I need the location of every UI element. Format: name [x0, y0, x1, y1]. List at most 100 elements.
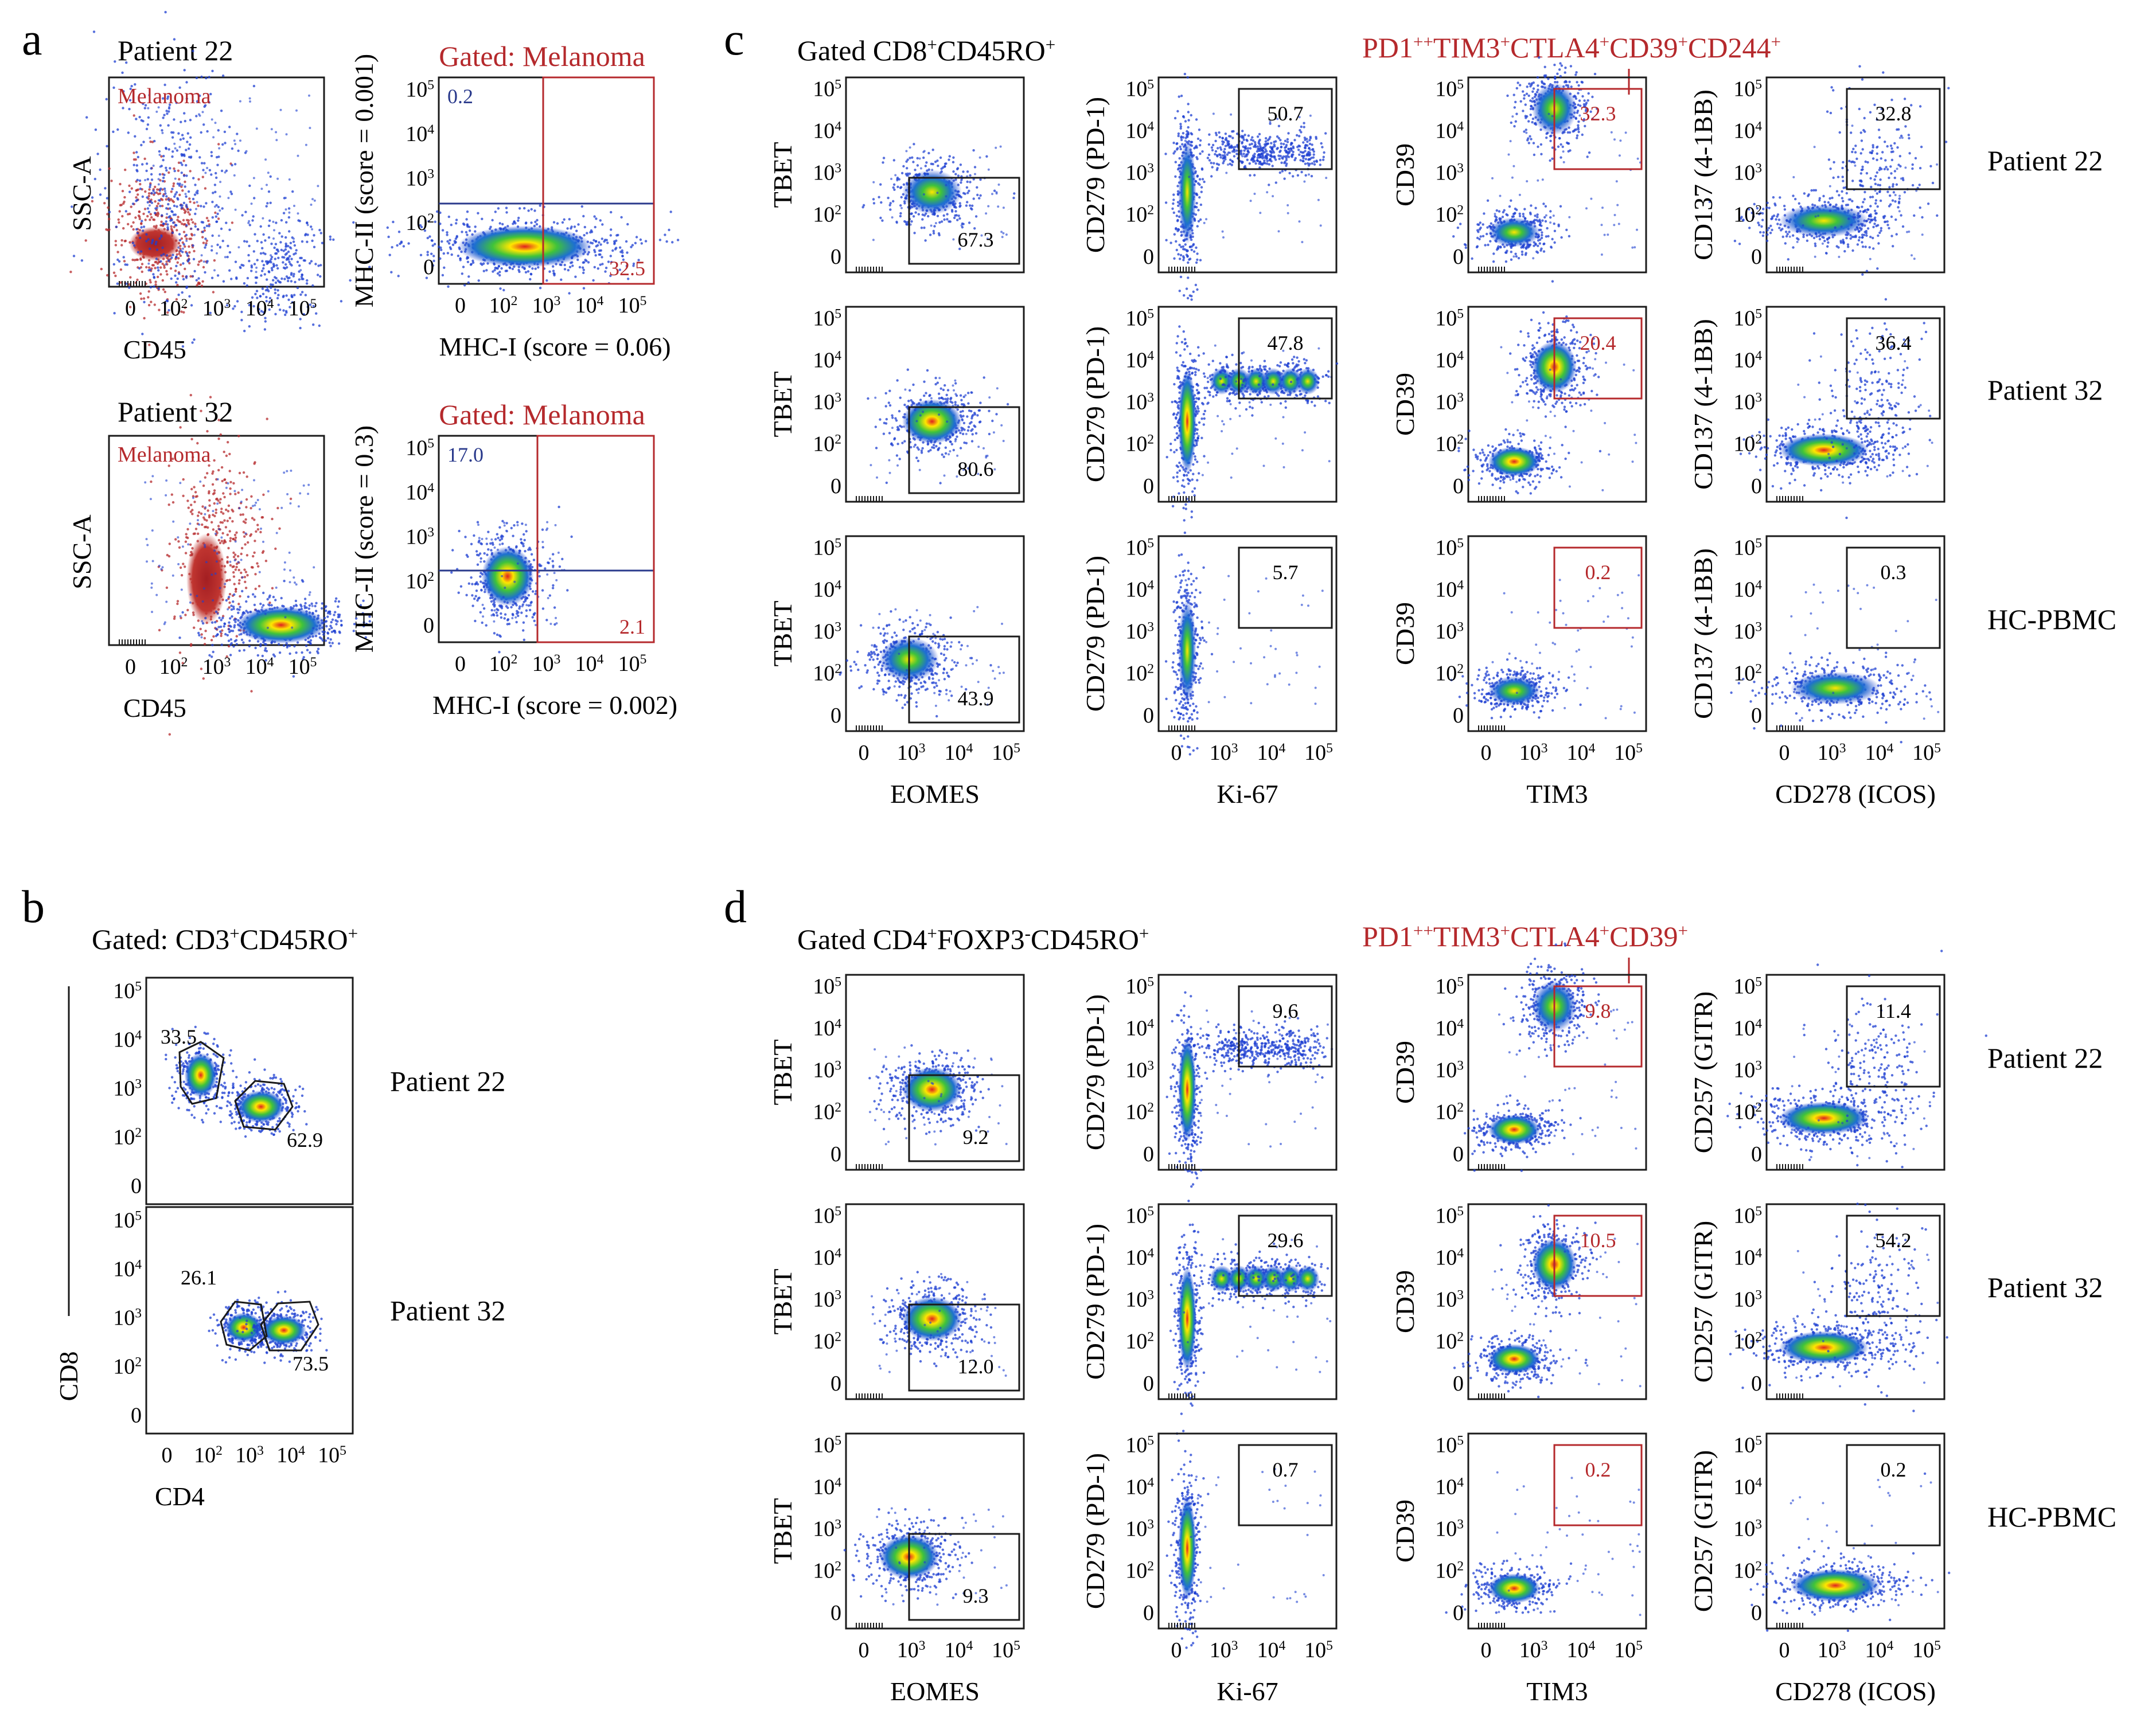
y-tick-label: 103	[1125, 1288, 1154, 1312]
x-tick-label: 103	[1519, 741, 1548, 765]
y-axis-title: TBET	[768, 1269, 797, 1335]
y-tick-label: 103	[1435, 161, 1464, 185]
gate-value: 29.6	[1268, 1229, 1304, 1252]
x-tick-label: 105	[618, 652, 647, 676]
y-tick-label: 0	[1453, 1372, 1464, 1396]
grid-row-1: 9.21051041031020TBET9.61051041031020CD27…	[768, 943, 2103, 1188]
y-tick-label: 103	[406, 525, 434, 549]
y-tick-label: 103	[113, 1306, 142, 1330]
y-tick-label: 105	[813, 77, 841, 101]
cd8-gate-value: 33.5	[161, 1025, 197, 1048]
quadrant-bottom-right-value: 2.1	[619, 615, 645, 638]
y-tick-label: 103	[1125, 1517, 1154, 1541]
gate-value: 43.9	[958, 687, 994, 710]
y-tick-label: 104	[813, 349, 841, 373]
x-tick-label: 0	[455, 652, 466, 676]
x-tick-label: 103	[1210, 1638, 1238, 1662]
y-tick-label: 102	[813, 203, 841, 227]
melanoma-label: Melanoma	[118, 84, 211, 108]
x-tick-label: 105	[318, 1443, 346, 1467]
y-tick-label: 104	[1435, 1017, 1464, 1041]
tim3-low-population	[1452, 200, 1570, 283]
tim3-low-population	[1451, 657, 1582, 720]
y-tick-label: 0	[423, 255, 434, 279]
y-axis-title: CD279 (PD-1)	[1081, 556, 1110, 712]
x-axis-title: MHC-I (score = 0.002)	[432, 690, 677, 720]
y-tick-label: 104	[406, 122, 434, 146]
y-tick-label: 103	[1733, 391, 1762, 415]
x-tick-label: 103	[202, 296, 231, 321]
y-tick-label: 104	[1733, 578, 1762, 602]
x-tick-label: 105	[1304, 741, 1333, 765]
gate-value: 0.2	[1881, 1458, 1907, 1481]
y-tick-label: 104	[113, 1028, 142, 1052]
y-tick-label: 103	[813, 161, 841, 185]
y-tick-label: 105	[1435, 306, 1464, 330]
phenotype-gate	[1554, 1445, 1642, 1525]
y-tick-label: 104	[1125, 119, 1154, 143]
y-tick-label: 102	[1733, 432, 1762, 456]
x-tick-label: 103	[1519, 1638, 1548, 1662]
y-tick-label: 102	[1733, 662, 1762, 686]
melanoma-label: Melanoma	[118, 443, 211, 467]
y-tick-label: 104	[113, 1258, 142, 1282]
x-tick-label: 102	[194, 1443, 223, 1467]
y-axis-title: CD137 (4-1BB)	[1689, 319, 1718, 490]
y-tick-label: 103	[1435, 620, 1464, 644]
density-core	[1296, 1266, 1320, 1292]
x-tick-label: 105	[288, 655, 317, 679]
y-tick-label: 104	[1125, 1017, 1154, 1041]
y-tick-label: 0	[1143, 704, 1154, 728]
y-tick-label: 104	[1125, 1246, 1154, 1270]
row-label: Patient 22	[1987, 145, 2103, 177]
y-axis-title: MHC-II (score = 0.3)	[349, 425, 379, 653]
gate-value: 5.7	[1273, 561, 1299, 584]
x-axis-title: Ki-67	[1217, 1677, 1278, 1706]
y-tick-label: 0	[1751, 1372, 1762, 1396]
y-tick-label: 104	[1435, 349, 1464, 373]
tim3-low-population	[1445, 1558, 1572, 1614]
tim3-high-population	[1499, 1204, 1598, 1317]
density-core	[902, 1297, 962, 1341]
y-tick-label: 105	[113, 979, 142, 1003]
y-tick-label: 0	[1143, 1601, 1154, 1625]
y-tick-label: 102	[1125, 1559, 1154, 1583]
x-tick-label: 104	[944, 1638, 973, 1662]
gate-value: 11.4	[1876, 999, 1911, 1022]
y-tick-label: 102	[406, 211, 434, 235]
y-axis-title: MHC-II (score = 0.001)	[349, 54, 379, 307]
density-core	[1178, 1267, 1196, 1371]
x-tick-label: 105	[992, 741, 1020, 765]
y-tick-label: 104	[1125, 349, 1154, 373]
x-tick-label: 103	[1210, 741, 1238, 765]
y-tick-label: 104	[1125, 1475, 1154, 1499]
y-tick-label: 105	[1435, 1433, 1464, 1457]
y-tick-label: 0	[831, 1142, 841, 1166]
y-tick-label: 0	[1751, 474, 1762, 498]
y-tick-label: 105	[813, 1204, 841, 1228]
y-axis-title: CD39	[1390, 602, 1420, 665]
y-tick-label: 103	[813, 1288, 841, 1312]
y-tick-label: 105	[1435, 536, 1464, 560]
y-tick-label: 103	[1733, 1059, 1762, 1083]
y-tick-label: 102	[113, 1354, 142, 1379]
x-tick-label: 0	[1171, 1638, 1182, 1662]
y-tick-label: 102	[1733, 1100, 1762, 1124]
y-tick-label: 0	[1751, 1142, 1762, 1166]
density-core	[458, 226, 592, 268]
ki67-low-population	[1166, 295, 1207, 521]
y-tick-label: 105	[1125, 536, 1154, 560]
y-axis-title: TBET	[768, 1040, 797, 1106]
x-tick-label: 104	[1257, 1638, 1285, 1662]
density-core	[1488, 447, 1541, 477]
density-core	[1488, 1573, 1541, 1603]
icos-population	[1738, 1547, 1950, 1632]
y-tick-label: 104	[1733, 349, 1762, 373]
